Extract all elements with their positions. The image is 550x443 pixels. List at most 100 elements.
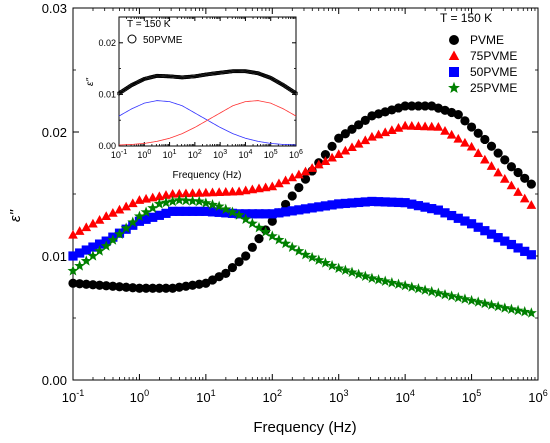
data-point-pvme (526, 179, 536, 189)
data-point-pvme (513, 167, 523, 178)
data-point-50pvme (506, 239, 517, 250)
data-point-25pvme (153, 198, 165, 209)
data-point-50pvme (141, 214, 151, 224)
data-point-pvme (221, 268, 231, 278)
data-point-75pvme (353, 138, 364, 148)
main-legend-items: PVME 75PVME 50PVME 25PVME (448, 33, 517, 95)
data-point-25pvme (466, 294, 478, 306)
data-point-pvme (234, 257, 244, 267)
data-point-75pvme (194, 187, 205, 197)
data-point-pvme (81, 279, 91, 289)
data-point-50pvme (407, 199, 417, 209)
data-point-pvme (334, 133, 344, 143)
data-point-50pvme (168, 206, 178, 216)
data-point-25pvme (359, 270, 371, 281)
data-point-25pvme (499, 302, 511, 313)
data-point-50pvme (513, 243, 523, 253)
data-point-50pvme (526, 250, 536, 260)
data-point-pvme (407, 101, 417, 111)
data-point-25pvme (273, 234, 285, 245)
data-point-pvme (114, 282, 125, 292)
data-point-25pvme (213, 200, 225, 212)
data-point-25pvme (439, 288, 451, 300)
legend-marker-pvme (449, 35, 459, 45)
data-point-50pvme (94, 239, 105, 249)
legend-marker-25pvme (448, 81, 460, 94)
inset-series-fit-total (118, 70, 297, 94)
data-point-pvme (128, 283, 138, 293)
data-point-50pvme (400, 198, 410, 208)
main-series-group (67, 101, 537, 318)
data-point-75pvme (181, 188, 191, 198)
y-tick-label: 0.02 (42, 125, 67, 140)
inset-series-fit-high (118, 100, 297, 146)
data-point-pvme (247, 242, 257, 252)
data-point-50pvme (393, 197, 404, 208)
data-point-75pvme (81, 222, 92, 232)
data-point-75pvme (499, 174, 510, 183)
data-point-75pvme (400, 120, 410, 130)
data-point-75pvme (426, 121, 437, 131)
data-point-75pvme (373, 129, 384, 139)
data-point-75pvme (274, 178, 284, 188)
data-point-75pvme (240, 185, 251, 195)
y-tick-label: 0.01 (98, 89, 116, 99)
data-point-25pvme (525, 307, 537, 318)
inset-y-axis-title: ε" (85, 78, 96, 86)
data-point-75pvme (446, 129, 457, 139)
data-point-50pvme (148, 212, 158, 222)
data-point-25pvme (319, 257, 331, 268)
data-point-75pvme (320, 156, 331, 165)
x-tick-label: 100 (137, 149, 151, 160)
data-point-50pvme (194, 206, 204, 216)
data-point-25pvme (180, 194, 192, 206)
data-point-25pvme (313, 254, 325, 265)
data-point-pvme (453, 110, 463, 120)
data-point-pvme (294, 182, 304, 193)
data-point-25pvme (492, 300, 504, 312)
data-point-75pvme (513, 187, 523, 196)
data-point-75pvme (367, 131, 377, 141)
inset-data-point (292, 90, 297, 95)
data-point-50pvme (161, 208, 171, 218)
legend-label-50pvme: 50PVME (470, 65, 517, 79)
inset-line-fit-total (118, 70, 297, 94)
data-point-50pvme (81, 245, 91, 255)
y-tick-label: 0.03 (42, 1, 67, 16)
data-point-50pvme (254, 209, 264, 219)
data-point-25pvme (193, 195, 205, 207)
data-point-50pvme (274, 208, 284, 218)
data-point-75pvme (287, 172, 298, 182)
data-point-pvme (254, 234, 264, 244)
data-point-75pvme (420, 121, 430, 131)
inset-legend-title: T = 150 K (127, 19, 171, 30)
data-point-25pvme (133, 210, 145, 221)
data-point-25pvme (226, 206, 238, 217)
data-point-pvme (420, 101, 430, 111)
x-tick-label: 100 (130, 388, 149, 405)
data-point-pvme (466, 122, 477, 132)
data-point-50pvme (460, 216, 470, 226)
data-point-75pvme (121, 201, 131, 211)
data-point-pvme (141, 283, 151, 293)
data-point-50pvme (221, 208, 231, 218)
data-point-50pvme (334, 199, 344, 209)
inset-legend-label: 50PVME (143, 35, 183, 46)
data-point-pvme (88, 280, 98, 290)
data-point-50pvme (413, 201, 424, 211)
data-point-75pvme (167, 188, 178, 198)
data-point-50pvme (500, 236, 510, 246)
data-point-75pvme (234, 186, 244, 196)
inset-series-group (117, 69, 298, 146)
data-point-25pvme (399, 280, 411, 291)
legend-marker-75pvme (448, 50, 460, 60)
x-tick-label: 101 (196, 388, 215, 405)
data-point-25pvme (67, 265, 79, 276)
data-point-75pvme (247, 184, 258, 194)
data-point-75pvme (440, 125, 450, 135)
x-tick-label: 105 (264, 149, 278, 160)
data-point-25pvme (286, 241, 298, 252)
data-point-25pvme (393, 278, 404, 289)
data-point-75pvme (313, 159, 324, 169)
data-point-pvme (75, 279, 85, 289)
